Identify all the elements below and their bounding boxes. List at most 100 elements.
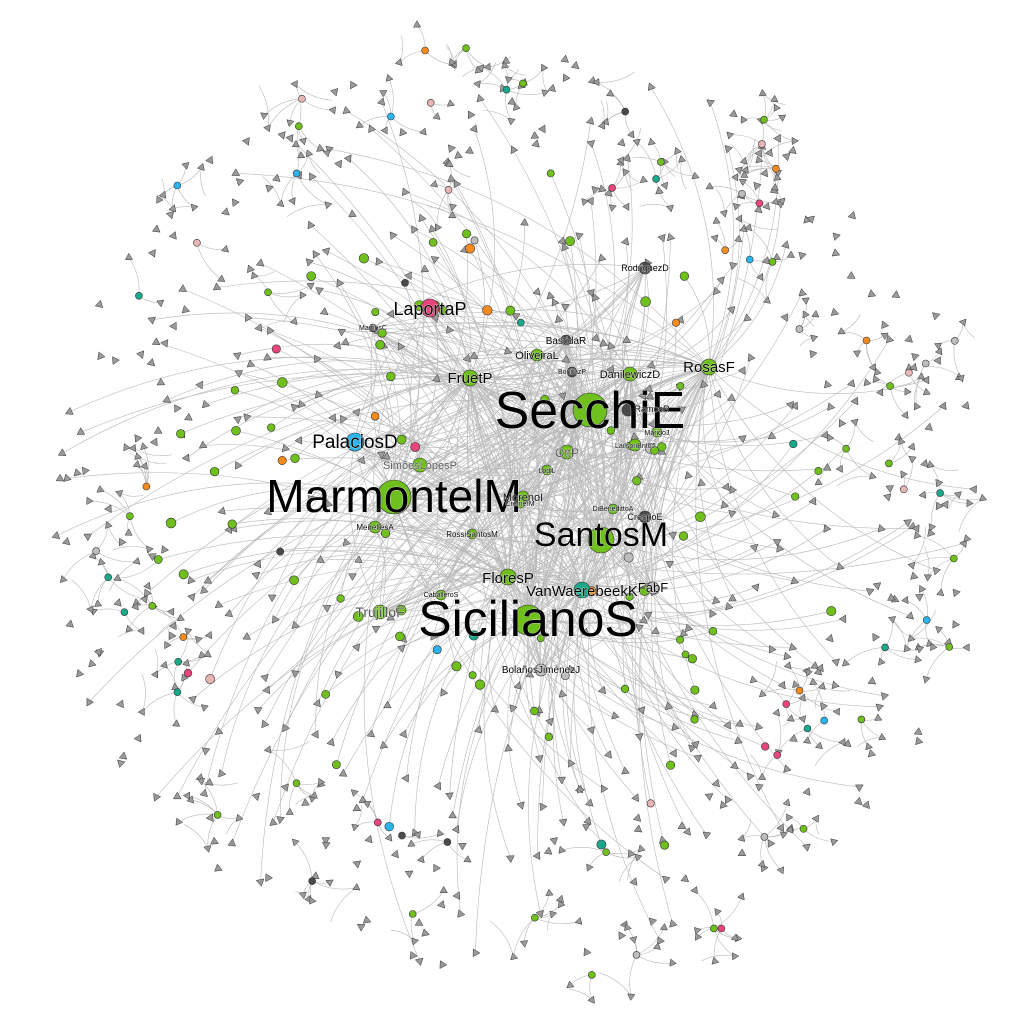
author-node — [292, 169, 301, 178]
edge-line — [330, 887, 357, 923]
leaf-node — [922, 675, 931, 684]
author-node — [173, 688, 182, 697]
leaf-node — [63, 473, 72, 482]
author-node — [621, 107, 630, 116]
leaf-node — [190, 203, 199, 212]
edge-line — [295, 366, 710, 674]
node-santosm — [587, 526, 615, 554]
leaf-node — [776, 544, 785, 553]
leaf-node — [398, 729, 407, 739]
edge-line — [371, 128, 602, 541]
leaf-node — [432, 374, 441, 383]
leaf-node — [913, 727, 923, 735]
edge-line — [694, 890, 715, 929]
leaf-node — [549, 910, 558, 919]
leaf-node — [448, 211, 457, 219]
edge-line — [408, 275, 568, 453]
leaf-node — [305, 149, 314, 158]
leaf-node — [165, 211, 175, 220]
edge-line — [588, 539, 604, 691]
edge-line — [888, 446, 913, 464]
label-fabf: FabF — [638, 580, 668, 595]
leaf-node — [261, 719, 270, 729]
edge-line — [803, 828, 834, 842]
leaf-node-layer — [51, 20, 988, 1004]
leaf-node — [319, 306, 329, 315]
edge-line — [930, 492, 941, 528]
edge-line — [650, 86, 714, 368]
leaf-node — [665, 204, 674, 213]
leaf-node — [113, 573, 122, 582]
edge-line — [891, 618, 907, 649]
edge-line — [183, 546, 509, 578]
leaf-node — [147, 249, 156, 258]
edge-line — [507, 241, 578, 578]
edge-line — [581, 446, 663, 591]
leaf-node — [627, 130, 635, 139]
label-fruetp: FruetP — [447, 370, 492, 387]
edge-line — [319, 289, 471, 379]
leaf-node — [924, 422, 933, 431]
leaf-node — [738, 435, 747, 444]
author-node — [173, 181, 182, 190]
author-node — [193, 239, 201, 247]
leaf-node — [132, 556, 141, 565]
leaf-node — [509, 704, 518, 713]
edge-line — [469, 377, 637, 799]
edge-line — [542, 67, 548, 93]
label-bolanosjimenezj: BolañosJiménezJ — [502, 665, 580, 676]
author-node — [474, 679, 486, 690]
node-layer — [92, 44, 959, 979]
edge-line — [708, 366, 937, 571]
leaf-node — [872, 582, 882, 591]
leaf-node — [873, 367, 882, 376]
author-node — [826, 606, 837, 617]
author-node — [465, 243, 476, 254]
edge-line — [326, 250, 602, 541]
leaf-node — [379, 740, 389, 749]
leaf-node — [299, 291, 308, 300]
leaf-node — [583, 947, 592, 957]
leaf-node — [436, 829, 445, 838]
leaf-node — [773, 173, 782, 181]
author-node — [353, 611, 364, 622]
leaf-node — [586, 726, 595, 735]
edge-line — [522, 496, 583, 591]
edge-line — [383, 619, 529, 746]
author-node — [587, 971, 596, 979]
label-rodriguezd: RodriguezD — [621, 263, 669, 273]
edge-line — [342, 418, 602, 541]
leaf-node — [467, 110, 476, 120]
author-node — [371, 308, 380, 317]
leaf-node — [875, 703, 885, 712]
leaf-node — [952, 588, 961, 598]
leaf-node — [160, 339, 169, 348]
author-node — [640, 296, 651, 307]
leaf-node — [920, 458, 929, 468]
edge-line — [388, 78, 394, 117]
author-node — [395, 631, 405, 642]
author-node — [277, 455, 287, 466]
author-node — [294, 122, 303, 130]
edge-line — [598, 972, 632, 997]
edge-line — [141, 673, 146, 713]
leaf-node — [958, 318, 967, 327]
leaf-node — [343, 154, 352, 164]
leaf-node — [623, 923, 632, 931]
leaf-node — [356, 923, 366, 932]
leaf-node — [301, 798, 310, 806]
edge-line — [192, 576, 509, 700]
edge-line — [471, 267, 646, 535]
leaf-node — [785, 401, 795, 410]
leaf-node — [312, 698, 321, 708]
leaf-node — [546, 291, 555, 300]
leaf-node — [291, 620, 300, 629]
author-node — [126, 512, 134, 521]
leaf-node — [808, 496, 817, 506]
edge-line — [618, 856, 639, 882]
edge-line — [413, 229, 591, 411]
leaf-node — [510, 145, 519, 155]
leaf-node — [790, 576, 799, 585]
leaf-node — [732, 952, 740, 961]
leaf-node — [782, 798, 791, 807]
